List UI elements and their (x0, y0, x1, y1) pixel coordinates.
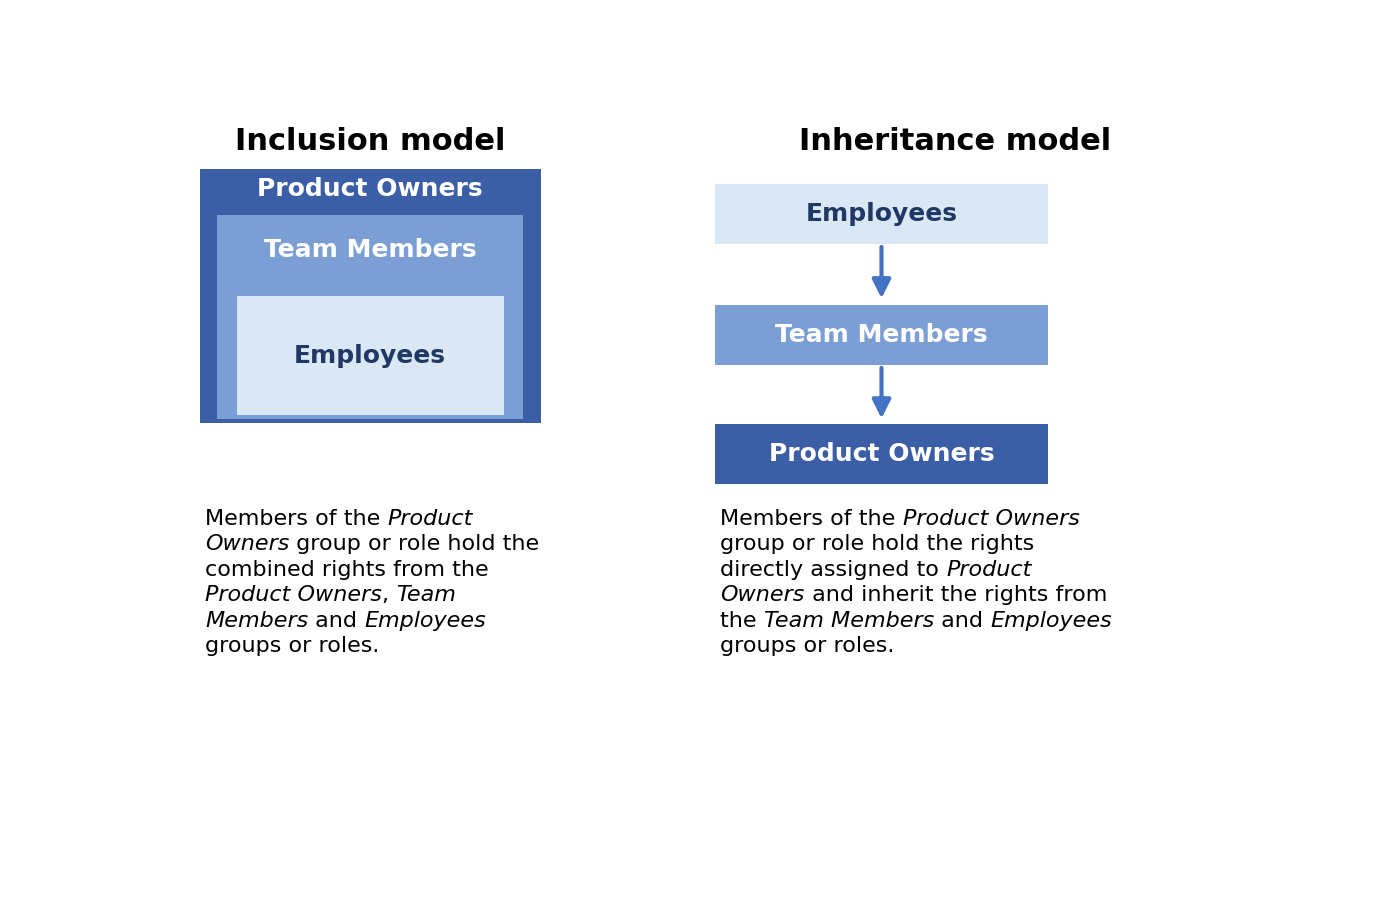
Bar (237, 296, 505, 415)
Text: group or role hold the: group or role hold the (290, 535, 539, 555)
Text: ,: , (382, 585, 396, 605)
Text: Inclusion model: Inclusion model (234, 128, 505, 156)
Text: Product: Product (946, 560, 1031, 580)
Text: the: the (720, 610, 764, 631)
Text: Members of the: Members of the (205, 509, 387, 529)
Text: Team Members: Team Members (764, 610, 934, 631)
Text: Employees: Employees (805, 202, 957, 227)
Text: Owners: Owners (205, 535, 290, 555)
Bar (714, 424, 1048, 485)
Text: Owners: Owners (720, 585, 805, 605)
Bar (218, 215, 524, 419)
Text: Team: Team (396, 585, 456, 605)
Bar (200, 169, 541, 423)
Text: Members of the: Members of the (720, 509, 903, 529)
Bar (714, 184, 1048, 245)
Text: Employees: Employees (364, 610, 485, 631)
Text: Product Owners: Product Owners (205, 585, 382, 605)
Text: Product Owners: Product Owners (768, 442, 994, 467)
Text: Employees: Employees (294, 343, 445, 368)
Text: Employees: Employees (990, 610, 1111, 631)
Text: Product: Product (387, 509, 473, 529)
Text: groups or roles.: groups or roles. (205, 636, 379, 656)
Text: Members: Members (205, 610, 308, 631)
Bar (714, 305, 1048, 365)
Text: Product Owners: Product Owners (903, 509, 1080, 529)
Text: directly assigned to: directly assigned to (720, 560, 946, 580)
Text: Team Members: Team Members (775, 323, 987, 347)
Text: groups or roles.: groups or roles. (720, 636, 895, 656)
Text: Product Owners: Product Owners (258, 177, 483, 201)
Text: and: and (934, 610, 990, 631)
Text: and inherit the rights from: and inherit the rights from (805, 585, 1107, 605)
Text: group or role hold the rights: group or role hold the rights (720, 535, 1034, 555)
Text: combined rights from the: combined rights from the (205, 560, 488, 580)
Text: Team Members: Team Members (263, 237, 476, 262)
Text: and: and (308, 610, 364, 631)
Text: Inheritance model: Inheritance model (798, 128, 1111, 156)
